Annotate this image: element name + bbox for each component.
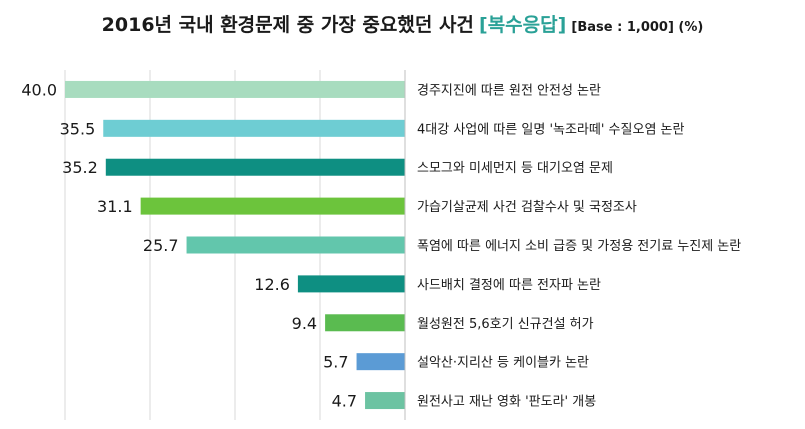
- value-label: 5.7: [323, 353, 348, 372]
- category-label: 스모그와 미세먼지 등 대기오염 문제: [417, 161, 613, 176]
- value-label: 9.4: [292, 314, 317, 333]
- value-label: 35.5: [60, 119, 96, 138]
- category-label: 설악산·지리산 등 케이블카 논란: [417, 356, 589, 371]
- value-label: 12.6: [254, 275, 290, 294]
- title-main: 2016년 국내 환경문제 중 가장 중요했던 사건: [101, 14, 474, 36]
- value-label: 31.1: [97, 197, 133, 216]
- category-label: 가습기살균제 사건 검찰수사 및 국정조사: [417, 200, 637, 215]
- value-label: 4.7: [332, 392, 357, 411]
- category-label: 원전사고 재난 영화 '판도라' 개봉: [417, 395, 596, 410]
- category-label: 사드배치 결정에 따른 전자파 논란: [417, 278, 601, 293]
- category-label: 폭염에 따른 에너지 소비 급증 및 가정용 전기료 누진제 논란: [417, 239, 741, 254]
- bar: [356, 353, 405, 371]
- bar: [186, 236, 405, 254]
- title-base: [Base : 1,000] (%): [571, 20, 704, 35]
- category-label: 월성원전 5,6호기 신규건설 허가: [417, 317, 594, 332]
- chart-title: 2016년 국내 환경문제 중 가장 중요했던 사건 [복수응답] [Base …: [0, 10, 805, 37]
- bar: [105, 158, 406, 176]
- title-tag: [복수응답]: [479, 14, 567, 36]
- bar: [325, 314, 405, 332]
- bar: [140, 197, 405, 215]
- category-label: 4대강 사업에 따른 일명 '녹조라떼' 수질오염 논란: [417, 122, 684, 137]
- category-label: 경주지진에 따른 원전 안전성 논란: [417, 83, 601, 98]
- value-label: 25.7: [143, 236, 179, 255]
- bar: [65, 80, 405, 98]
- value-label: 40.0: [21, 80, 57, 99]
- value-label: 35.2: [62, 158, 98, 177]
- bar: [297, 275, 405, 293]
- bar: [103, 119, 405, 137]
- bar: [365, 392, 405, 410]
